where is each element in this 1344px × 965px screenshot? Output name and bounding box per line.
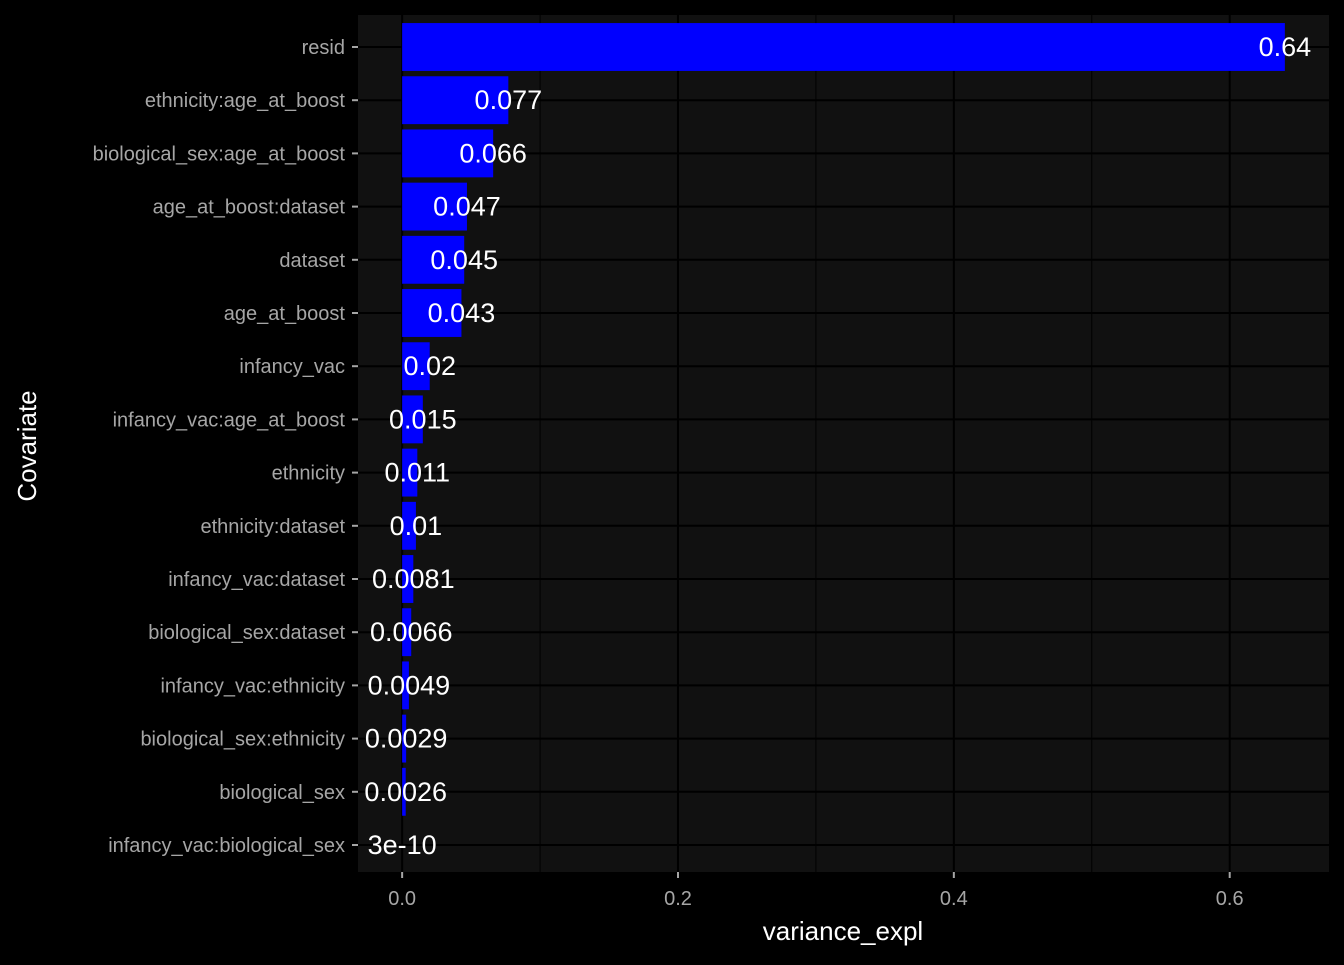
y-tick-label: infancy_vac:age_at_boost <box>113 409 346 431</box>
x-tick-label: 0.6 <box>1216 888 1244 910</box>
bar <box>402 129 494 178</box>
bar <box>402 289 462 337</box>
bar <box>402 661 409 710</box>
y-tick-label: infancy_vac:biological_sex <box>108 835 345 857</box>
data-label: 0.0066 <box>370 617 453 647</box>
y-tick-label: ethnicity:age_at_boost <box>145 90 346 112</box>
value-labels: 0.64 0.077 0.066 0.047 0.045 0.043 0.02 0.015 0.… <box>364 32 1311 860</box>
y-tick-label: infancy_vac:dataset <box>168 569 345 591</box>
x-axis-title: variance_expl <box>763 916 923 946</box>
bar <box>402 608 412 657</box>
bar <box>402 395 423 444</box>
y-tick-label: biological_sex:ethnicity <box>140 729 345 751</box>
data-label: 0.015 <box>389 404 457 434</box>
y-tick-label: ethnicity:dataset <box>200 516 345 538</box>
data-label: 0.011 <box>385 458 451 488</box>
bar <box>402 448 418 497</box>
y-tick-label: biological_sex:age_at_boost <box>93 143 346 165</box>
data-label: 0.047 <box>433 192 501 222</box>
data-label: 0.043 <box>428 298 496 328</box>
bar <box>402 342 430 391</box>
bar <box>402 23 1285 71</box>
y-tick-label: infancy_vac <box>239 356 345 378</box>
x-tick-label: 0.0 <box>388 888 416 910</box>
data-label: 0.0049 <box>368 670 451 700</box>
data-label: 3e-10 <box>368 830 437 860</box>
data-label: 0.066 <box>459 138 527 168</box>
bar <box>402 182 467 231</box>
bar <box>402 767 406 816</box>
y-axis: resid ethnicity:age_at_boost biological_se… <box>93 37 358 857</box>
data-label: 0.02 <box>403 351 456 381</box>
bars <box>402 23 1285 816</box>
data-label: 0.0081 <box>372 564 455 594</box>
y-tick-label: age_at_boost:dataset <box>153 197 346 219</box>
data-label: 0.64 <box>1259 32 1312 62</box>
y-tick-label: infancy_vac:ethnicity <box>160 675 345 697</box>
bar <box>402 714 407 763</box>
bar <box>402 501 416 550</box>
data-label: 0.01 <box>390 511 443 541</box>
y-tick-label: biological_sex <box>219 782 345 804</box>
y-axis-title: Covariate <box>12 390 42 501</box>
y-tick-label: age_at_boost <box>224 303 346 325</box>
data-label: 0.077 <box>475 85 543 115</box>
x-tick-label: 0.2 <box>664 888 692 910</box>
bar <box>402 235 465 284</box>
y-tick-label: biological_sex:dataset <box>148 622 345 644</box>
data-label: 0.0026 <box>364 777 447 807</box>
data-label: 0.045 <box>430 245 498 275</box>
y-tick-label: ethnicity <box>272 463 345 485</box>
y-tick-label: resid <box>302 37 345 59</box>
x-axis: 0.0 0.2 0.4 0.6 <box>388 872 1244 910</box>
plot-panel <box>358 15 1329 872</box>
y-tick-label: dataset <box>279 250 345 272</box>
bar <box>402 555 414 603</box>
x-tick-label: 0.4 <box>940 888 968 910</box>
data-label: 0.0029 <box>365 724 448 754</box>
bar <box>402 76 509 125</box>
